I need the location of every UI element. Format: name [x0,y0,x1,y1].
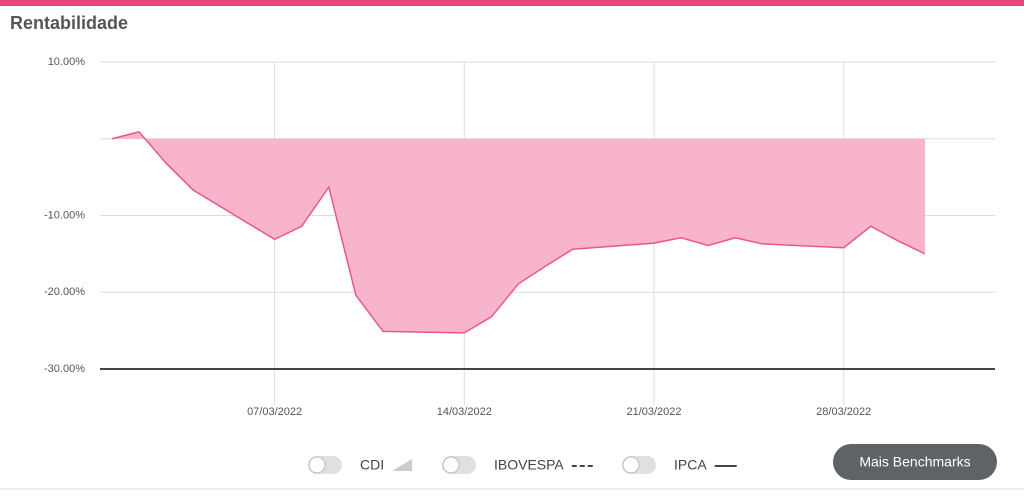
legend-label: IBOVESPA [494,457,564,473]
toggle-knob[interactable] [622,456,640,474]
y-tick-label: -10.00% [44,209,85,221]
legend-icon [392,459,413,471]
benchmarks-button[interactable] [833,444,997,480]
x-tick-label: 21/03/2022 [626,406,681,418]
area [112,131,925,333]
toggle-knob[interactable] [308,456,326,474]
y-tick-label: 10.00% [48,56,86,68]
chart-title: Rentabilidade [10,13,128,33]
y-tick-label: -30.00% [44,363,85,375]
x-tick-label: 07/03/2022 [247,406,302,418]
toggle-knob[interactable] [442,456,460,474]
legend-label: CDI [360,457,384,473]
top-bar [0,0,1024,6]
x-tick-label: 14/03/2022 [437,406,492,418]
y-tick-label: -20.00% [44,286,85,298]
x-tick-label: 28/03/2022 [816,406,871,418]
legend-label: IPCA [674,457,707,473]
line [111,131,926,334]
benchmarks-button-label[interactable]: Mais Benchmarks [859,454,970,470]
